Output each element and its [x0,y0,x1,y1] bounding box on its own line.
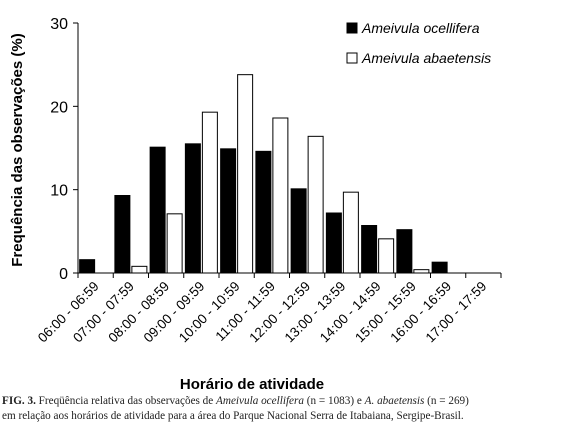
bar-ocellifera [114,195,131,274]
bar-ocellifera [184,143,201,274]
y-tick-label: 10 [50,183,68,200]
bar-ocellifera [396,229,413,274]
y-axis-title: Frequência das observações (%) [9,33,26,266]
bar-abaetensis [413,269,430,274]
caption-species-1: Ameivula ocellifera [216,395,304,407]
bar-abaetensis [166,213,183,274]
caption-species-2: A. abaetensis [364,395,425,407]
caption-text-2: (n = 1083) e [303,395,365,407]
bar-abaetensis [272,117,289,274]
bar-ocellifera [361,225,378,274]
bar-ocellifera [79,259,96,274]
y-tick-label: 20 [50,99,68,116]
bar-abaetensis [237,74,254,274]
y-tick-label: 0 [59,266,68,283]
caption-line-2: em relação aos horários de atividade par… [2,410,464,422]
y-tick-label: 30 [50,16,68,33]
bar-ocellifera [290,188,307,274]
bar-ocellifera [220,148,237,274]
bar-abaetensis [131,265,148,274]
bar-abaetensis [378,238,395,274]
caption-fig-label: FIG. 3. [2,395,36,407]
bar-ocellifera [325,212,342,274]
bar-abaetensis [342,191,359,274]
caption-text-1: Freqüência relativa das observações de [35,395,217,407]
legend: Ameivula ocellifera Ameivula abaetensis [346,20,491,66]
x-axis-title: Horário de atividade [180,376,324,392]
legend-swatch-abaetensis [346,52,358,64]
caption-text-3: (n = 269) [424,395,469,407]
bar-abaetensis [201,111,218,274]
legend-label-ocellifera: Ameivula ocellifera [361,20,480,36]
bar-ocellifera [431,261,448,274]
legend-swatch-ocellifera [346,22,358,34]
bar-abaetensis [307,135,324,274]
figure-caption: FIG. 3. Freqüência relativa das observaç… [2,394,567,424]
legend-label-abaetensis: Ameivula abaetensis [361,50,491,66]
bar-ocellifera [255,150,272,274]
bar-ocellifera [149,146,166,274]
